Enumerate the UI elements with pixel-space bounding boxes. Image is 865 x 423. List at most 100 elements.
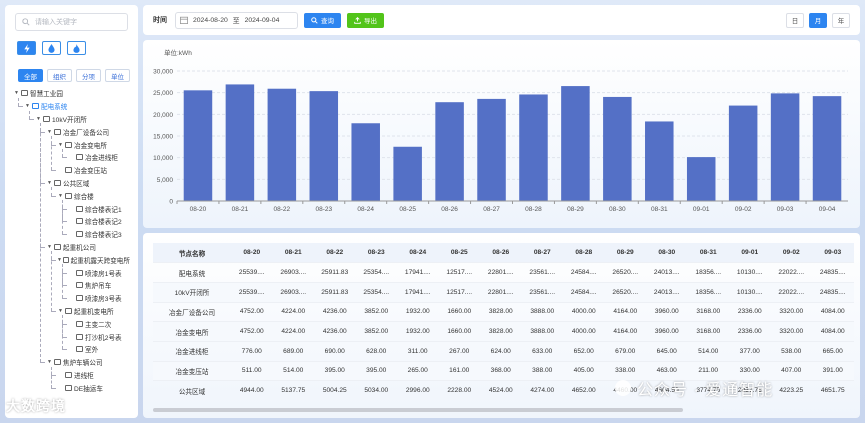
tree-node[interactable]: 冶金进线柜 — [13, 151, 130, 164]
chart-bar[interactable] — [519, 94, 548, 201]
chart-bar[interactable] — [267, 88, 297, 201]
date-column-header[interactable]: 08-22 — [314, 243, 356, 263]
date-column-header[interactable]: 08-20 — [231, 243, 273, 263]
date-column-header[interactable]: 08-27 — [521, 243, 563, 263]
tree-node-label: 喷漆房1号表 — [85, 270, 122, 278]
date-column-header[interactable]: 08-25 — [438, 243, 480, 263]
water-filter-button[interactable] — [42, 41, 61, 55]
tree-node[interactable]: 主变二次 — [13, 317, 130, 330]
chart-bar[interactable] — [812, 96, 842, 201]
node-icon — [76, 346, 83, 353]
value-cell: 665.00 — [812, 340, 854, 362]
table-row[interactable]: 冶金进线柜 776.00 689.00 690.00 628.00 311.00 267.0… — [153, 340, 854, 362]
electricity-filter-button[interactable] — [17, 41, 36, 55]
date-column-header[interactable]: 09-01 — [729, 243, 771, 263]
value-cell: 3320.00 — [770, 301, 812, 322]
table-row[interactable]: 10kV开闭所 25539.... 26903.... 25911.83 25354..… — [153, 281, 854, 303]
horizontal-scrollbar[interactable] — [153, 408, 683, 412]
caret-down-icon[interactable]: ▼ — [14, 90, 19, 97]
end-date[interactable]: 2024-09-04 — [244, 16, 280, 24]
date-column-header[interactable]: 08-29 — [604, 243, 646, 263]
caret-down-icon[interactable]: ▼ — [58, 192, 63, 199]
tree-tab[interactable]: 组织 — [47, 69, 72, 82]
table-row[interactable]: 冶金厂设备公司 4752.00 4224.00 4236.00 3852.00 1932.… — [153, 301, 854, 322]
tree-node[interactable]: ▼ 冶金变电所 — [13, 138, 130, 151]
gas-filter-button[interactable] — [67, 41, 86, 55]
tree-node[interactable]: 进线柜 — [13, 369, 130, 382]
chart-bar[interactable] — [770, 93, 800, 201]
tree-node[interactable]: ▼ 10kV开闭所 — [13, 113, 130, 126]
caret-down-icon[interactable]: ▼ — [57, 256, 62, 263]
tree-node[interactable]: DE抽运车 — [13, 381, 130, 394]
caret-down-icon[interactable]: ▼ — [47, 128, 52, 135]
table-row[interactable]: 配电系统 25539.... 26903.... 25911.83 25354.... 1… — [153, 262, 854, 283]
tree-node[interactable]: ▼ 智慧工业园 — [13, 87, 130, 100]
query-button[interactable]: 查询 — [304, 12, 341, 28]
date-column-header[interactable]: 08-24 — [397, 243, 439, 263]
name-column-header[interactable]: 节点名称 — [153, 243, 231, 263]
date-range-picker[interactable]: 2024-08-20 至 2024-09-04 — [175, 11, 298, 29]
chart-bar[interactable] — [435, 102, 464, 201]
date-column-header[interactable]: 08-26 — [480, 243, 522, 263]
tree-node[interactable]: ▼ 焦炉车辆公司 — [13, 356, 130, 369]
tree-node[interactable]: ▼ 起重机变电所 — [13, 305, 130, 318]
tree-node[interactable]: ▼ 冶金厂设备公司 — [13, 125, 130, 138]
chart-bar[interactable] — [477, 98, 506, 201]
caret-down-icon[interactable]: ▼ — [47, 243, 52, 250]
start-date[interactable]: 2024-08-20 — [193, 16, 228, 24]
chart-bar[interactable] — [183, 90, 213, 201]
chart-bar[interactable] — [686, 157, 716, 201]
caret-down-icon[interactable]: ▼ — [47, 179, 52, 186]
tree-tab[interactable]: 单位 — [105, 69, 130, 82]
node-name-cell: 冶金厂设备公司 — [153, 301, 231, 322]
chart-bar[interactable] — [561, 86, 590, 201]
tree-node[interactable]: 喷漆房1号表 — [13, 266, 130, 279]
chart-bar[interactable] — [309, 91, 339, 201]
date-column-header[interactable]: 08-28 — [563, 243, 605, 263]
caret-down-icon[interactable]: ▼ — [47, 359, 52, 366]
table-row[interactable]: 冶金变电所 4752.00 4224.00 4236.00 3852.00 1932.00… — [153, 321, 854, 342]
value-cell: 25911.83 — [314, 281, 356, 303]
tree-node[interactable]: ▼ 配电系统 — [13, 100, 130, 113]
date-column-header[interactable]: 09-03 — [812, 243, 854, 263]
tree-node[interactable]: ▼ 综合楼 — [13, 189, 130, 202]
table-row[interactable]: 公共区域 4944.00 5137.75 5004.25 5034.00 2996.00 2… — [153, 380, 854, 401]
tree-node[interactable]: 综合楼表记1 — [13, 202, 130, 215]
table-row[interactable]: 冶金变压站 511.00 514.00 395.00 395.00 265.00 161.0… — [153, 360, 854, 381]
tree-node[interactable]: 打沙机2号表 — [13, 330, 130, 343]
tree-node[interactable]: ▼ 起重机露天跨变电所 — [13, 253, 130, 266]
date-column-header[interactable]: 08-23 — [355, 243, 397, 263]
chart-bar[interactable] — [728, 105, 758, 201]
period-button[interactable]: 月 — [809, 12, 827, 28]
caret-down-icon[interactable]: ▼ — [25, 103, 30, 110]
tree-node[interactable]: 喷漆房3号表 — [13, 292, 130, 305]
date-column-header[interactable]: 08-30 — [646, 243, 688, 263]
chart-bar[interactable] — [393, 146, 422, 201]
tree-node[interactable]: 综合楼表记3 — [13, 228, 130, 241]
value-cell: 1660.00 — [438, 321, 480, 342]
period-button[interactable]: 年 — [832, 12, 850, 28]
date-column-header[interactable]: 09-02 — [770, 243, 812, 263]
chart-bar[interactable] — [351, 123, 380, 201]
caret-down-icon[interactable]: ▼ — [36, 115, 41, 122]
caret-down-icon[interactable]: ▼ — [58, 307, 63, 314]
tree-tab[interactable]: 全部 — [18, 69, 43, 82]
period-button[interactable]: 日 — [786, 12, 804, 28]
tree-node[interactable]: ▼ 公共区域 — [13, 177, 130, 190]
caret-down-icon[interactable]: ▼ — [58, 141, 63, 148]
search-input[interactable]: 请输入关键字 — [15, 13, 128, 31]
tree-node[interactable]: 综合楼表记2 — [13, 215, 130, 228]
y-tick-label: 15,000 — [153, 134, 173, 141]
chart-bar[interactable] — [645, 121, 674, 201]
chart-bar[interactable] — [225, 84, 255, 201]
export-button[interactable]: 导出 — [347, 12, 384, 28]
tree-node-label: 主变二次 — [85, 321, 112, 329]
tree-tab[interactable]: 分项 — [76, 69, 101, 82]
tree-node[interactable]: 焦炉吊车 — [13, 279, 130, 292]
tree-node[interactable]: 冶金变压站 — [13, 164, 130, 177]
tree-node[interactable]: 室外 — [13, 343, 130, 356]
date-column-header[interactable]: 08-31 — [687, 243, 729, 263]
chart-bar[interactable] — [603, 96, 632, 201]
date-column-header[interactable]: 08-21 — [272, 243, 314, 263]
tree-node[interactable]: ▼ 起重机公司 — [13, 241, 130, 254]
